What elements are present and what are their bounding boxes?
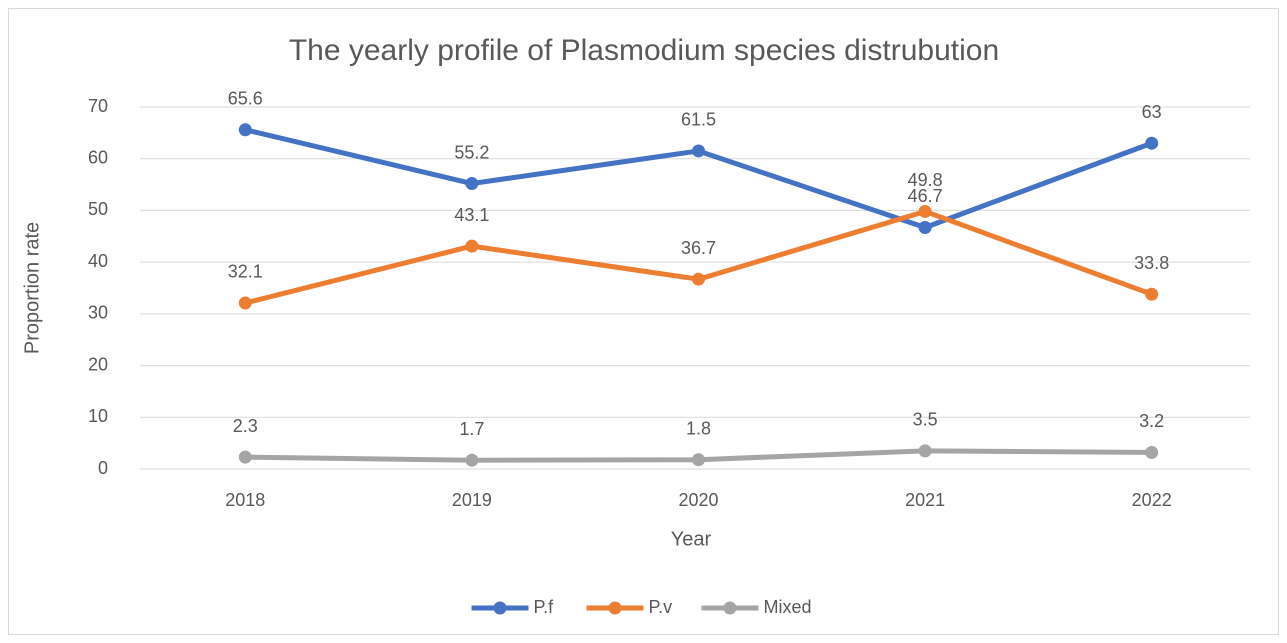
y-tick-label: 70 <box>88 96 108 116</box>
data-point <box>692 453 705 467</box>
data-label: 32.1 <box>228 262 263 282</box>
data-point <box>918 204 932 218</box>
data-point <box>238 296 252 310</box>
y-tick-label: 10 <box>88 406 108 426</box>
data-label: 65.6 <box>228 89 263 109</box>
data-label: 36.7 <box>681 238 716 258</box>
data-label: 46.7 <box>908 186 943 206</box>
data-point <box>238 450 252 464</box>
y-tick-label: 20 <box>88 354 108 374</box>
data-point <box>1145 287 1159 301</box>
data-point <box>692 144 705 158</box>
data-point <box>692 272 705 286</box>
data-point <box>918 220 932 234</box>
x-axis-title: Year <box>671 528 712 550</box>
y-tick-label: 40 <box>88 251 108 271</box>
data-label: 43.1 <box>454 205 489 225</box>
x-tick-label: 2020 <box>678 490 718 510</box>
data-label: 3.2 <box>1139 411 1164 431</box>
legend-marker <box>608 601 622 615</box>
y-axis-title: Proportion rate <box>21 222 43 354</box>
data-point <box>465 453 479 467</box>
data-point <box>1145 445 1159 459</box>
data-label: 61.5 <box>681 110 716 130</box>
data-label: 1.8 <box>686 418 711 438</box>
x-tick-label: 2022 <box>1132 490 1172 510</box>
y-tick-label: 30 <box>88 303 108 323</box>
data-label: 55.2 <box>454 142 489 162</box>
legend-label: P.v <box>649 597 673 617</box>
chart-border <box>8 8 1279 635</box>
x-tick-label: 2019 <box>452 490 492 510</box>
data-label: 3.5 <box>913 410 938 430</box>
data-point <box>465 177 479 191</box>
x-tick-label: 2018 <box>225 490 265 510</box>
legend-marker <box>493 601 507 615</box>
data-point <box>918 444 932 458</box>
data-label: 2.3 <box>233 416 258 436</box>
y-tick-label: 50 <box>88 199 108 219</box>
y-tick-label: 60 <box>88 147 108 167</box>
data-point <box>465 239 479 253</box>
data-label: 63 <box>1142 102 1162 122</box>
chart-title: The yearly profile of Plasmodium species… <box>289 34 999 67</box>
y-tick-label: 0 <box>98 458 108 478</box>
x-tick-label: 2021 <box>905 490 945 510</box>
data-label: 49.8 <box>908 170 943 190</box>
legend-label: P.f <box>534 597 555 617</box>
data-point <box>238 123 252 137</box>
data-label: 33.8 <box>1134 253 1169 273</box>
legend-marker <box>723 601 737 615</box>
data-point <box>1145 136 1159 150</box>
legend-label: Mixed <box>764 597 812 617</box>
data-label: 1.7 <box>459 419 484 439</box>
